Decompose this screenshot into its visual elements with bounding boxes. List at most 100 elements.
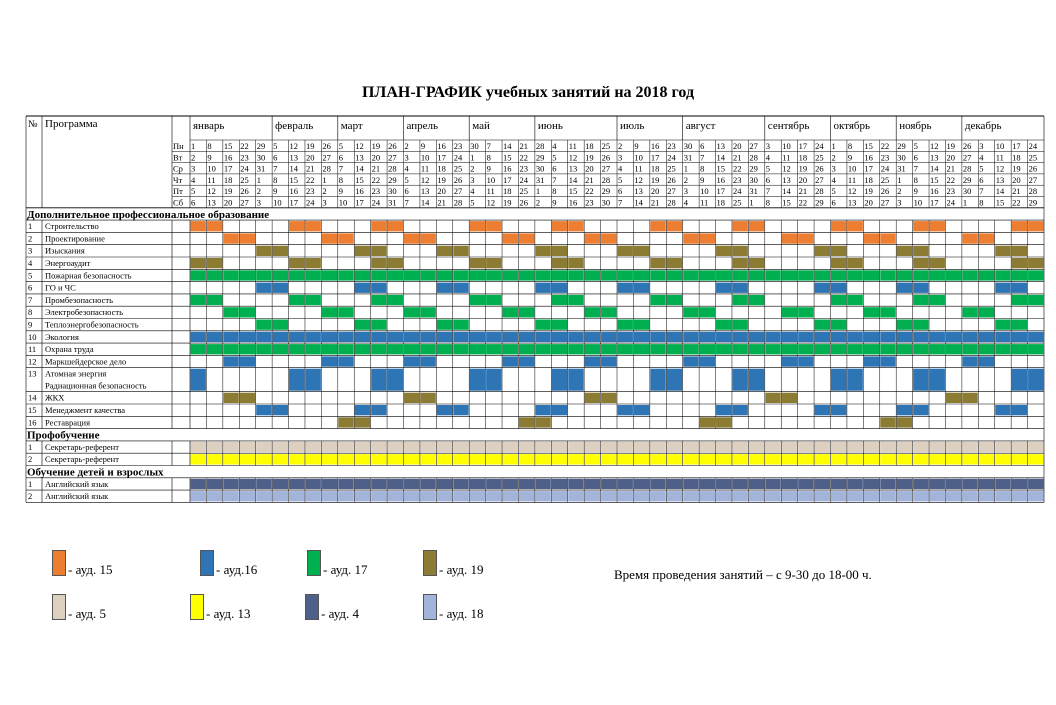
day-number: 15 [930, 175, 939, 185]
schedule-cell [929, 258, 945, 269]
schedule-cell [929, 478, 945, 490]
schedule-cell [387, 454, 403, 465]
day-number: 27 [881, 198, 890, 208]
schedule-cell [896, 441, 913, 453]
schedule-cell [814, 478, 830, 490]
day-number: 6 [191, 198, 195, 208]
schedule-cell [371, 221, 387, 232]
day-number: 14 [930, 164, 939, 174]
day-number: 29 [602, 186, 611, 196]
schedule-cell [321, 356, 338, 367]
day-number: 19 [585, 152, 594, 162]
day-number: 16 [437, 141, 446, 151]
day-number: 28 [815, 186, 824, 196]
day-number: 10 [421, 152, 430, 162]
schedule-cell [289, 368, 305, 391]
schedule-cell [699, 331, 716, 343]
schedule-cell [945, 441, 962, 453]
schedule-cell [190, 441, 206, 453]
schedule-cell [732, 270, 748, 281]
schedule-cell [551, 270, 568, 281]
schedule-cell [650, 258, 666, 269]
schedule-cell [371, 319, 387, 330]
schedule-cell [518, 441, 535, 453]
schedule-cell [190, 454, 206, 465]
schedule-cell [354, 270, 371, 281]
schedule-cell [239, 344, 256, 355]
schedule-cell [650, 491, 666, 502]
day-number: 8 [487, 152, 491, 162]
day-number: 3 [405, 152, 409, 162]
schedule-cell [699, 356, 716, 367]
schedule-cell [699, 441, 716, 453]
schedule-cell [814, 319, 830, 330]
schedule-cell [650, 368, 666, 391]
schedule-cell [781, 233, 798, 244]
schedule-cell [831, 294, 847, 306]
schedule-cell [732, 454, 748, 465]
schedule-cell [765, 270, 781, 281]
month-header: июнь [538, 120, 563, 132]
schedule-cell [945, 331, 962, 343]
day-number: 18 [503, 186, 512, 196]
schedule-cell [765, 441, 781, 453]
day-number: 8 [848, 141, 852, 151]
schedule-cell [206, 331, 223, 343]
day-number: 18 [717, 198, 726, 208]
schedule-cell [601, 392, 617, 403]
schedule-cell [962, 344, 978, 355]
day-number: 5 [191, 186, 195, 196]
day-number: 8 [339, 175, 343, 185]
schedule-cell [354, 405, 371, 416]
day-number: 8 [207, 141, 211, 151]
schedule-cell [404, 441, 420, 453]
day-number: 23 [881, 152, 890, 162]
schedule-cell [880, 356, 896, 367]
schedule-cell [1028, 270, 1044, 281]
schedule-cell [1011, 294, 1028, 306]
day-number: 22 [372, 175, 381, 185]
schedule-cell [190, 491, 206, 502]
day-number: 14 [634, 198, 643, 208]
schedule-cell [469, 331, 486, 343]
schedule-cell [863, 331, 880, 343]
schedule-cell [371, 368, 387, 391]
schedule-cell [371, 454, 387, 465]
schedule-cell [436, 270, 453, 281]
schedule-cell [896, 270, 913, 281]
program-label: Маркшейдерское дело [45, 356, 126, 366]
schedule-cell [584, 392, 601, 403]
schedule-cell [206, 258, 223, 269]
schedule-cell [486, 491, 502, 502]
day-number: 16 [717, 175, 726, 185]
schedule-cell [256, 245, 272, 256]
day-number: 15 [864, 141, 873, 151]
day-number: 12 [487, 198, 496, 208]
day-number: 22 [240, 141, 249, 151]
schedule-cell [863, 307, 880, 318]
schedule-cell [995, 405, 1011, 416]
schedule-cell [617, 454, 633, 465]
day-number: 30 [897, 152, 906, 162]
schedule-cell [732, 258, 748, 269]
schedule-cell [404, 478, 420, 490]
day-number: 10 [996, 141, 1005, 151]
month-header: апрель [407, 120, 439, 132]
day-number: 17 [355, 198, 364, 208]
day-number: 9 [273, 186, 277, 196]
schedule-cell [650, 294, 666, 306]
schedule-cell [453, 405, 469, 416]
schedule-cell [568, 441, 584, 453]
day-number: 12 [569, 152, 578, 162]
day-number: 19 [946, 141, 955, 151]
schedule-cell [847, 258, 863, 269]
schedule-cell [962, 331, 978, 343]
day-number: 14 [290, 164, 299, 174]
day-number: 25 [519, 186, 528, 196]
day-number: 24 [240, 164, 249, 174]
day-number: 30 [257, 152, 266, 162]
schedule-cell [601, 344, 617, 355]
day-number: 9 [914, 186, 918, 196]
schedule-cell [584, 270, 601, 281]
day-number: 17 [930, 198, 939, 208]
